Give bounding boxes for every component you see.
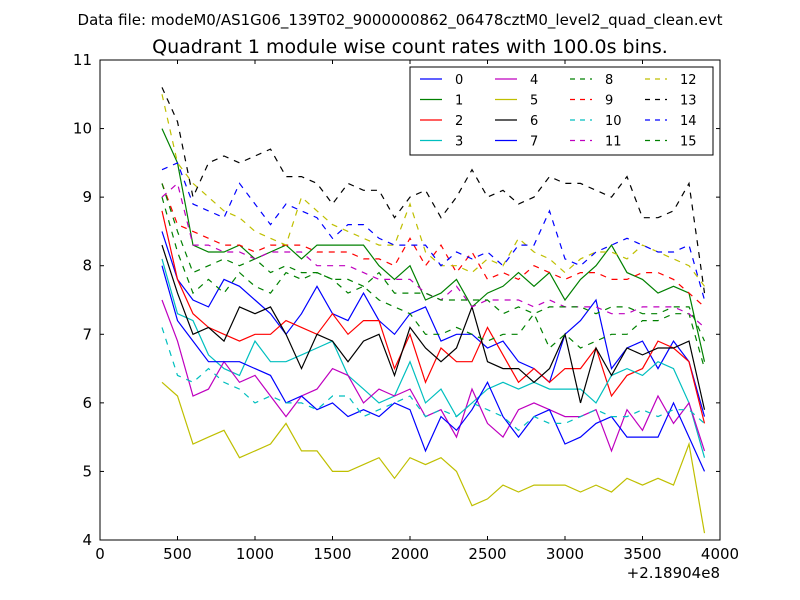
- x-tick-label: 2000: [391, 545, 429, 563]
- y-tick-label: 11: [73, 51, 92, 69]
- series-line-4: [161, 299, 706, 453]
- series-line-1: [161, 128, 706, 362]
- legend-label-7: 7: [530, 135, 538, 150]
- y-tick-label: 8: [82, 257, 92, 275]
- legend-label-14: 14: [680, 114, 697, 129]
- x-tick-label: 1000: [236, 545, 274, 563]
- legend-label-0: 0: [455, 73, 463, 88]
- series-line-11: [161, 182, 705, 328]
- x-tick-label: 3500: [623, 545, 661, 563]
- series-line-5: [161, 381, 706, 534]
- legend-label-5: 5: [530, 94, 538, 109]
- legend-label-6: 6: [530, 114, 538, 129]
- series-line-12: [161, 94, 705, 287]
- series-line-9: [161, 183, 705, 308]
- series-line-3: [161, 258, 706, 458]
- series-line-14: [161, 162, 706, 301]
- legend-label-11: 11: [605, 135, 622, 150]
- x-tick-label: 0: [95, 545, 105, 563]
- axis-layer: 0 500 1000 1500 2000 2500 3000 3500 400045678910…: [73, 51, 739, 563]
- series-line-0: [161, 231, 706, 417]
- x-tick-label: 1500: [313, 545, 351, 563]
- series-layer: [161, 87, 706, 534]
- y-tick-label: 9: [82, 188, 92, 206]
- y-tick-label: 5: [82, 462, 92, 480]
- legend-box: [409, 66, 714, 156]
- x-offset-label: +2.18904e8: [627, 564, 720, 582]
- datafile-caption: Data file: modeM0/AS1G06_139T02_90000008…: [78, 11, 723, 30]
- x-tick-label: 2500: [468, 545, 506, 563]
- series-line-7: [161, 265, 706, 472]
- series-line-6: [161, 244, 706, 410]
- series-line-10: [161, 327, 705, 432]
- x-tick-label: 3000: [546, 545, 584, 563]
- legend-label-8: 8: [605, 73, 613, 88]
- y-tick-label: 7: [82, 325, 92, 343]
- y-tick-label: 6: [82, 394, 92, 412]
- x-tick-label: 500: [163, 545, 192, 563]
- y-tick-label: 10: [73, 120, 92, 138]
- legend-label-4: 4: [530, 73, 538, 88]
- x-tick-label: 4000: [701, 545, 739, 563]
- series-line-15: [161, 183, 706, 342]
- series-line-13: [161, 87, 706, 294]
- series-line-8: [161, 196, 706, 369]
- legend-label-9: 9: [605, 94, 613, 109]
- legend-label-2: 2: [455, 114, 463, 129]
- y-tick-label: 4: [82, 531, 92, 549]
- series-line-2: [161, 210, 706, 424]
- legend-label-3: 3: [455, 135, 463, 150]
- chart-title: Quadrant 1 module wise count rates with …: [152, 36, 668, 58]
- legend-label-12: 12: [680, 73, 697, 88]
- legend-label-13: 13: [680, 94, 697, 109]
- legend-label-1: 1: [455, 94, 463, 109]
- legend-label-15: 15: [680, 135, 697, 150]
- legend-label-10: 10: [605, 114, 622, 129]
